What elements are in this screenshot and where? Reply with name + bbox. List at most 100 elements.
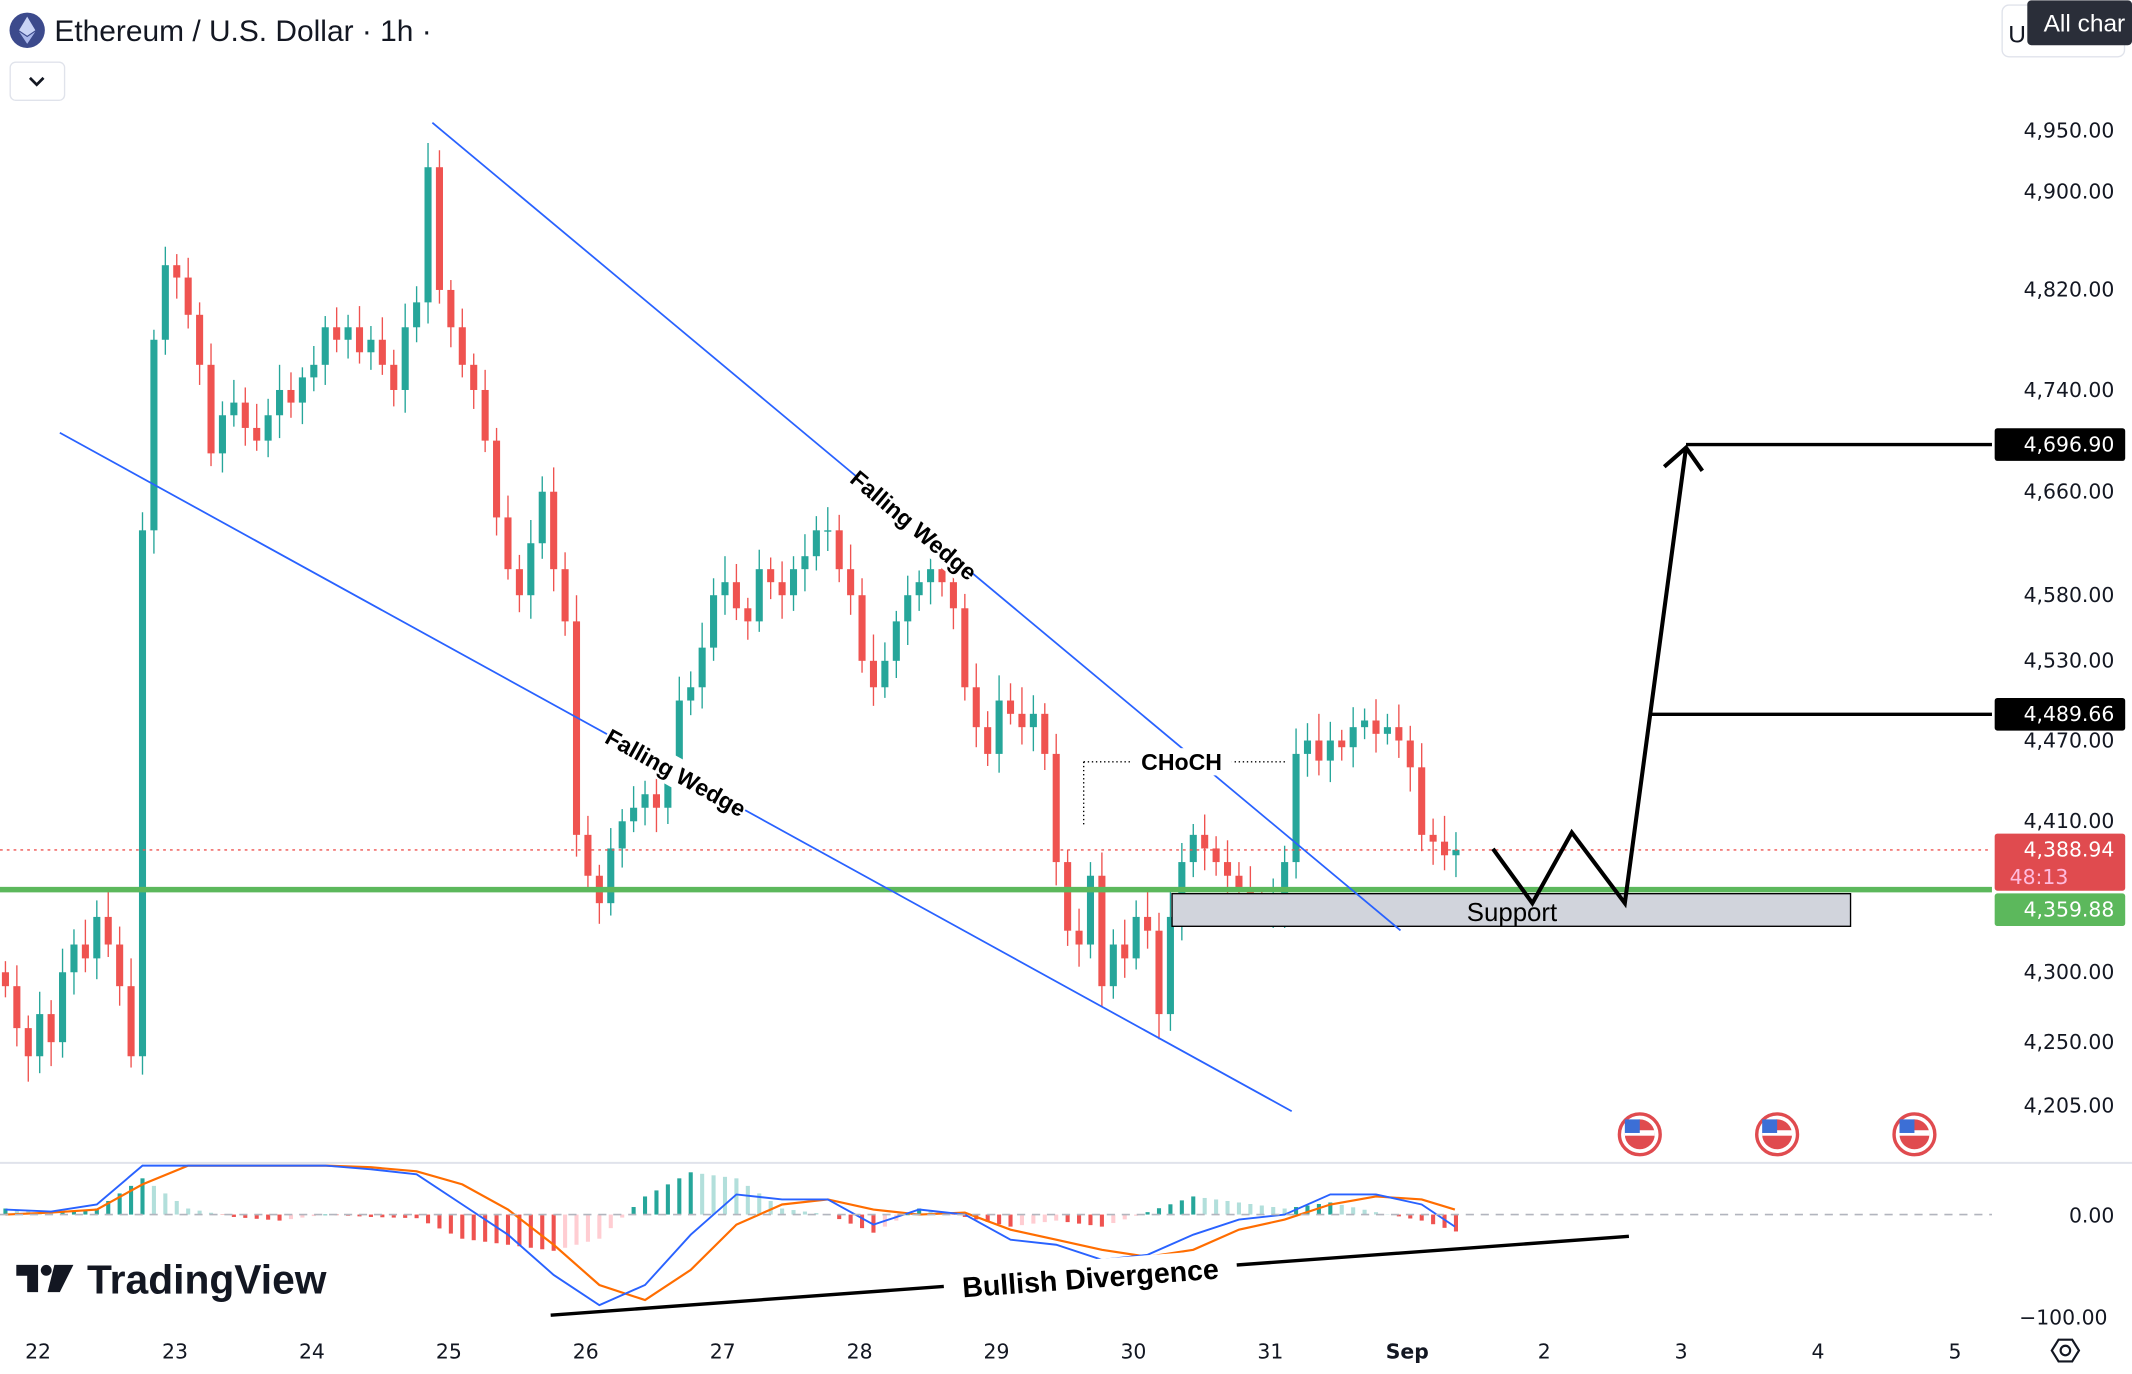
candle [138,512,147,1075]
candle-body [618,821,626,849]
candle-body [721,582,729,596]
candle [687,671,695,716]
us-flag-icon[interactable] [1892,1112,1937,1157]
candle-body [1121,944,1129,959]
candle-body [881,660,889,688]
candle [1,961,9,998]
candle [1064,849,1072,946]
candle-body [1041,713,1049,754]
macd-tick-neg100: −100.00 [2019,1306,2107,1330]
us-flag-icon[interactable] [1755,1112,1800,1157]
candle-body [732,582,740,609]
macd-histogram-bar [243,1214,248,1218]
collapse-button[interactable] [9,61,66,101]
macd-histogram-bar [414,1214,419,1219]
candle-body [641,794,649,808]
us-flag-icon[interactable] [1617,1112,1662,1157]
macd-histogram-bar [460,1214,465,1239]
candle [470,353,478,409]
support-zone[interactable] [1171,892,1852,927]
candle [961,593,969,701]
candle-body [858,595,866,661]
candle-body [789,569,798,596]
macd-histogram-bar [700,1173,705,1215]
candle [435,150,443,304]
candle-body [1189,834,1197,863]
macd-histogram-bar [151,1185,156,1215]
candle [1452,832,1460,878]
macd-histogram-bar [688,1172,693,1215]
all-charts-button[interactable]: All char [2027,0,2132,46]
candle-body [424,167,432,303]
candle [1052,733,1060,886]
candle-body [458,327,466,365]
time-tick: 25 [436,1340,462,1364]
projection-path[interactable] [1491,447,1689,909]
candle-body [1383,727,1391,734]
svg-text:4,489.66: 4,489.66 [2024,702,2115,726]
candle-body [298,377,306,403]
candle-body [527,543,535,596]
macd-histogram-bar [403,1214,408,1218]
time-tick: 2 [1538,1340,1551,1364]
candle [1212,836,1220,876]
macd-histogram-bar [254,1214,259,1219]
candle [413,286,421,343]
candle-body [687,687,695,701]
candle [789,556,798,611]
candle [310,346,318,392]
macd-histogram-bar [1271,1207,1276,1215]
candle [1406,725,1414,792]
time-axis[interactable]: 22 23 24 25 26 27 28 29 30 31 Sep 2 3 4 5 [25,1340,1961,1364]
wedge-upper-label: Falling Wedge [845,465,981,585]
macd-histogram-bar [129,1185,134,1215]
macd-histogram-bar [665,1184,670,1215]
macd-histogram-bar [585,1214,590,1242]
macd-histogram-bar [277,1214,282,1221]
candle-body [801,556,809,570]
price-tick: 4,660.00 [2024,480,2115,504]
price-tick: 4,250.00 [2024,1030,2115,1054]
candle [869,634,878,706]
svg-text:4,359.88: 4,359.88 [2024,898,2115,922]
candle-body [915,582,923,596]
candle-body [1303,740,1312,754]
candle [424,142,432,324]
time-tick: 4 [1812,1340,1825,1364]
settings-gear-icon[interactable] [2050,1338,2081,1363]
candle-body [401,327,409,390]
candle [230,379,238,427]
macd-histogram-bar [985,1214,990,1222]
candle [264,398,272,458]
macd-histogram-bar [368,1214,373,1217]
macd-histogram-bar [837,1214,842,1220]
candle [276,364,284,439]
candle [572,595,581,857]
candle [127,958,135,1068]
candle [287,372,295,418]
macd-histogram-bar [563,1214,568,1248]
macd-pane [3,1164,1458,1307]
macd-histogram-bar [106,1200,111,1215]
candles [1,142,1460,1082]
macd-histogram-bar [574,1214,579,1245]
macd-histogram-bar [1099,1214,1104,1227]
price-tick: 4,900.00 [2024,179,2115,203]
symbol-title[interactable]: Ethereum / U.S. Dollar · 1h · [54,15,431,48]
candle-body [1441,841,1449,856]
candle-body [892,621,900,661]
price-tick: 4,410.00 [2024,809,2115,833]
candle-body [1166,916,1174,1015]
wedge-lower-label: Falling Wedge [601,724,750,823]
candle [641,780,649,826]
macd-histogram-bar [174,1200,179,1215]
candle-body [1452,849,1460,856]
macd-histogram-bar [814,1213,819,1215]
candle [367,326,375,370]
candle [721,556,729,615]
candle-body [869,660,878,688]
macd-histogram-bar [1419,1214,1424,1221]
price-axis[interactable]: 4,950.00 4,900.00 4,820.00 4,740.00 4,660.00… [2024,119,2115,1118]
candle [47,1000,55,1067]
